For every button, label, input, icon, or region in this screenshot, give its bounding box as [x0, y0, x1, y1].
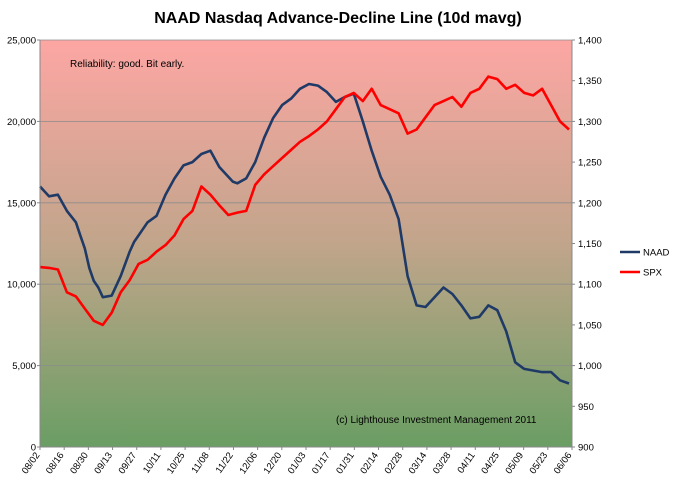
y-axis-left: 0 5,000 10,000 15,000 20,000 25,000 — [7, 36, 40, 454]
x-tick-label: 08/16 — [44, 450, 67, 476]
x-tick-label: 09/27 — [117, 450, 140, 476]
y-right-tick-label: 950 — [578, 402, 594, 413]
y-left-tick-label: 20,000 — [7, 117, 36, 128]
x-tick-label: 09/13 — [92, 450, 115, 476]
y-right-tick-label: 1,300 — [578, 117, 602, 128]
y-right-tick-label: 1,350 — [578, 76, 602, 87]
x-tick-label: 02/28 — [383, 450, 406, 476]
legend: NAAD SPX — [620, 248, 670, 279]
chart-title: NAAD Nasdaq Advance-Decline Line (10d ma… — [154, 10, 522, 27]
x-tick-label: 10/25 — [165, 450, 188, 476]
y-left-tick-label: 10,000 — [7, 280, 36, 291]
annotation-reliability: Reliability: good. Bit early. — [70, 59, 184, 70]
x-tick-label: 08/30 — [68, 450, 91, 476]
y-right-tick-label: 1,250 — [578, 158, 602, 169]
legend-label-naad: NAAD — [643, 248, 670, 259]
x-tick-label: 04/11 — [455, 450, 477, 475]
x-tick-label: 08/02 — [20, 450, 43, 476]
series-line-spx — [39, 75, 570, 327]
y-right-tick-label: 1,400 — [578, 36, 602, 47]
x-tick-label: 11/08 — [189, 450, 211, 475]
x-tick-label: 01/17 — [310, 450, 333, 476]
x-tick-label: 05/23 — [528, 450, 551, 476]
y-right-tick-label: 1,150 — [578, 239, 602, 250]
x-tick-label: 01/31 — [334, 450, 357, 476]
y-right-tick-label: 900 — [578, 443, 594, 454]
y-right-tick-label: 1,200 — [578, 198, 602, 209]
y-right-tick-label: 1,100 — [578, 280, 602, 291]
x-tick-label: 05/09 — [503, 450, 526, 476]
series-group — [39, 75, 570, 385]
x-tick-label: 04/25 — [479, 450, 502, 476]
y-right-tick-label: 1,000 — [578, 361, 602, 372]
x-tick-label: 06/06 — [552, 450, 575, 476]
y-right-tick-label: 1,050 — [578, 320, 602, 331]
series-line-naad — [39, 82, 570, 385]
x-tick-label: 12/06 — [237, 450, 260, 476]
annotation-copyright: (c) Lighthouse Investment Management 201… — [336, 415, 537, 426]
x-tick-label: 10/11 — [141, 450, 163, 475]
y-left-tick-label: 5,000 — [12, 361, 36, 372]
x-tick-label: 11/22 — [214, 450, 236, 475]
x-tick-label: 12/20 — [262, 450, 285, 476]
legend-label-spx: SPX — [643, 268, 663, 279]
x-tick-label: 02/14 — [358, 450, 381, 476]
y-left-tick-label: 15,000 — [7, 198, 36, 209]
y-axis-right: 900 950 1,000 1,050 1,100 1,150 1,200 1,250 1,30… — [572, 36, 602, 454]
x-tick-label: 03/28 — [431, 450, 454, 476]
gridlines — [40, 39, 572, 367]
x-tick-label: 01/03 — [286, 450, 309, 476]
x-tick-label: 03/14 — [407, 450, 430, 476]
y-left-tick-label: 0 — [31, 443, 36, 454]
y-left-tick-label: 25,000 — [7, 36, 36, 47]
plot-area — [40, 40, 572, 447]
x-axis: 08/02 08/16 08/30 09/13 09/27 10/11 10/25 11/08… — [20, 447, 575, 476]
